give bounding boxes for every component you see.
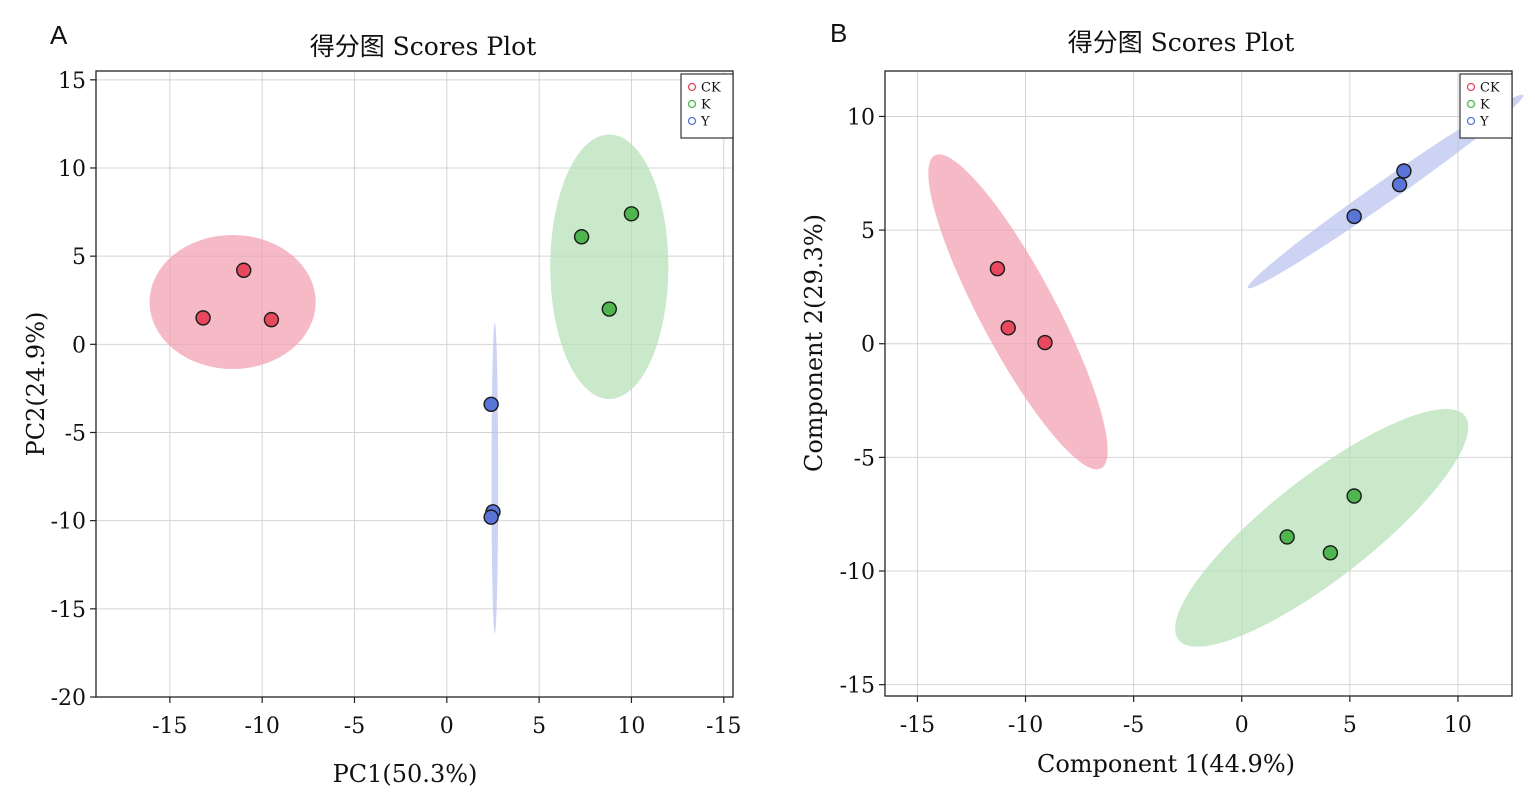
panel-label-b: B bbox=[830, 18, 847, 48]
x-tick-label: -10 bbox=[1008, 713, 1043, 738]
legend-label-k: K bbox=[1480, 98, 1490, 113]
data-point-k bbox=[1279, 529, 1295, 545]
legend-marker-y bbox=[687, 116, 697, 126]
x-tick-label: 10 bbox=[1444, 713, 1472, 738]
y-tick-label: 0 bbox=[72, 333, 86, 358]
y-tick-label: 0 bbox=[861, 333, 875, 358]
x-tick-label: 0 bbox=[440, 714, 454, 739]
data-point-y bbox=[1346, 208, 1362, 225]
confidence-ellipse-k bbox=[550, 134, 669, 399]
y-tick-label: 15 bbox=[58, 69, 86, 94]
data-point-ck bbox=[1037, 334, 1053, 351]
legend-marker-ck bbox=[1466, 82, 1476, 92]
data-point-ck bbox=[1000, 320, 1016, 336]
x-axis-label: Component 1(44.9%) bbox=[1037, 750, 1295, 778]
x-tick-label: -10 bbox=[244, 714, 279, 739]
legend-marker-ck bbox=[687, 82, 697, 92]
chart-title: 得分图 Scores Plot bbox=[310, 32, 537, 61]
data-point-k bbox=[1346, 488, 1362, 504]
legend-label-ck: CK bbox=[1480, 81, 1500, 96]
x-tick-label: 5 bbox=[532, 714, 546, 739]
scores-plot-b: -15 -10 -5 0 5 10 10 5 0 -5 -10 -15 得分图 Scores Plot C… bbox=[800, 28, 1524, 778]
legend-marker-k bbox=[687, 99, 697, 109]
legend-label-y: Y bbox=[700, 115, 710, 130]
y-axis-label: Component 2(29.3%) bbox=[800, 214, 828, 472]
data-point-ck bbox=[263, 311, 280, 328]
plot-frame bbox=[95, 70, 734, 698]
y-tick-label: 10 bbox=[58, 157, 86, 182]
x-tick-label: 10 bbox=[617, 714, 645, 739]
data-point-y bbox=[483, 396, 499, 412]
panel-label-a: A bbox=[50, 20, 68, 50]
data-point-ck bbox=[989, 261, 1006, 277]
data-point-k bbox=[1322, 545, 1339, 561]
confidence-ellipse-y bbox=[1247, 94, 1524, 289]
confidence-ellipse-k bbox=[1175, 408, 1469, 647]
y-tick-label: -10 bbox=[51, 510, 86, 535]
y-tick-label: -5 bbox=[65, 421, 86, 446]
x-axis-label: PC1(50.3%) bbox=[333, 760, 478, 788]
legend: CK KY bbox=[680, 73, 734, 139]
data-point-y bbox=[1391, 176, 1408, 193]
data-point-k bbox=[623, 206, 640, 222]
y-tick-label: 10 bbox=[847, 105, 875, 130]
y-tick-label: -15 bbox=[51, 598, 86, 623]
y-tick-label: -10 bbox=[840, 560, 875, 585]
confidence-ellipse-ck bbox=[928, 154, 1108, 470]
data-point-y bbox=[1396, 163, 1412, 179]
x-tick-label: 5 bbox=[1343, 713, 1357, 738]
x-tick-label: -15 bbox=[706, 714, 741, 739]
legend-label-y: Y bbox=[1479, 115, 1489, 130]
plot-frame bbox=[884, 70, 1513, 697]
y-axis-label: PC2(24.9%) bbox=[22, 312, 50, 457]
legend-label-k: K bbox=[701, 98, 711, 113]
data-point-ck bbox=[236, 262, 252, 278]
data-point-ck bbox=[195, 310, 211, 326]
data-point-k bbox=[601, 301, 617, 317]
x-tick-label: -5 bbox=[344, 714, 365, 739]
y-tick-label: -5 bbox=[854, 446, 875, 471]
y-tick-label: 5 bbox=[72, 245, 86, 270]
confidence-ellipse-ck bbox=[149, 234, 316, 370]
confidence-ellipse-y bbox=[491, 323, 499, 634]
x-tick-label: -15 bbox=[152, 714, 187, 739]
y-tick-label: -15 bbox=[840, 674, 875, 699]
chart-title: 得分图 Scores Plot bbox=[1068, 28, 1295, 57]
legend-marker-k bbox=[1466, 99, 1476, 109]
x-tick-label: -15 bbox=[900, 713, 935, 738]
x-tick-label: -5 bbox=[1123, 713, 1144, 738]
legend: CK KY bbox=[1459, 73, 1513, 139]
legend-label-ck: CK bbox=[701, 81, 721, 96]
y-tick-label: -20 bbox=[51, 686, 86, 711]
y-tick-label: 5 bbox=[861, 219, 875, 244]
legend-marker-y bbox=[1466, 116, 1476, 126]
x-tick-label: 0 bbox=[1235, 713, 1249, 738]
data-point-y bbox=[483, 509, 499, 525]
scores-plot-a: -15 -10 -5 0 5 10 -15 15 10 5 0 -5 -10 -15 -20 得分图 Scor… bbox=[22, 32, 741, 788]
data-point-k bbox=[573, 229, 590, 245]
